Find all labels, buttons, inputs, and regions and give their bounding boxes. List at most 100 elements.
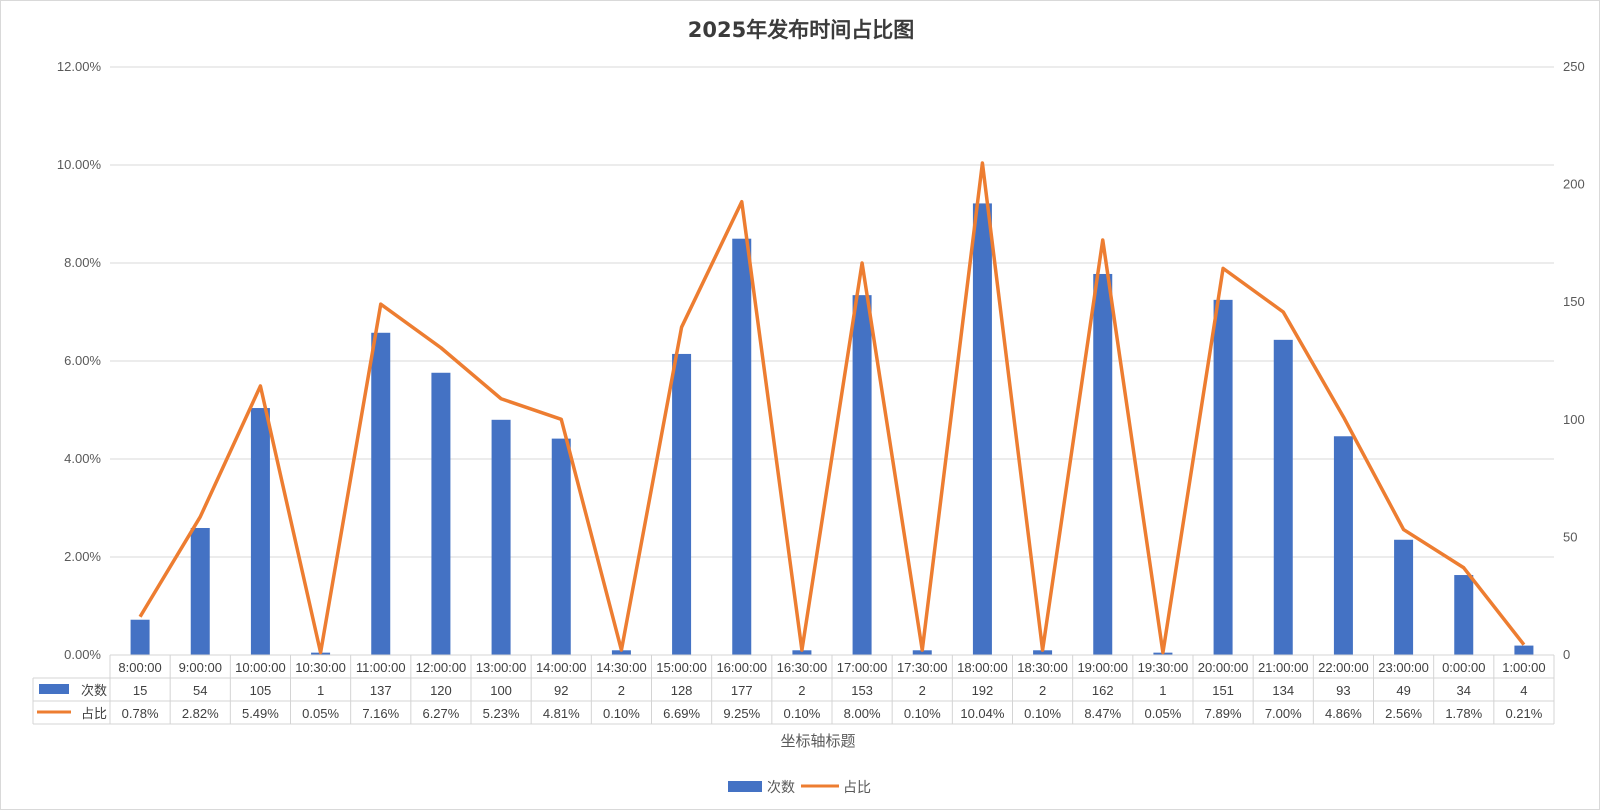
- y-right-tick-label: 50: [1563, 529, 1577, 544]
- line-data-label: 9.25%: [723, 706, 760, 721]
- bar-data-label: 92: [554, 683, 568, 698]
- chart-title: 2025年发布时间占比图: [688, 18, 914, 42]
- y-left-tick-label: 8.00%: [64, 255, 101, 270]
- bar: [973, 203, 992, 655]
- legend-label-ratio: 占比: [843, 780, 871, 796]
- bar: [251, 408, 270, 655]
- bar: [1214, 300, 1233, 655]
- bar-data-label: 2: [1039, 683, 1046, 698]
- line-series: [140, 163, 1524, 653]
- bar-data-label: 54: [193, 683, 207, 698]
- x-tick-label: 16:00:00: [716, 660, 767, 675]
- line-data-label: 4.81%: [543, 706, 580, 721]
- line-data-label: 0.05%: [302, 706, 339, 721]
- x-tick-label: 10:00:00: [235, 660, 286, 675]
- legend-label-count: 次数: [767, 780, 795, 796]
- x-tick-label: 20:00:00: [1198, 660, 1249, 675]
- data-table: 8:00:00150.78%9:00:00542.82%10:00:001055…: [33, 655, 1554, 724]
- line-data-label: 2.56%: [1385, 706, 1422, 721]
- bar-data-label: 100: [490, 683, 512, 698]
- line-data-label: 7.00%: [1265, 706, 1302, 721]
- bar-data-label: 2: [798, 683, 805, 698]
- y-axis-left: 0.00% 2.00% 4.00% 6.00% 8.00% 10.00% 12.00%: [57, 59, 102, 662]
- bar-data-label: 105: [250, 683, 272, 698]
- line-data-label: 0.10%: [904, 706, 941, 721]
- bar: [552, 439, 571, 655]
- bar-data-label: 137: [370, 683, 392, 698]
- bar: [1454, 575, 1473, 655]
- y-left-tick-label: 12.00%: [57, 59, 102, 74]
- bar-series: [131, 203, 1534, 655]
- line-data-label: 0.10%: [603, 706, 640, 721]
- bar: [672, 354, 691, 655]
- y-right-tick-label: 150: [1563, 294, 1585, 309]
- x-tick-label: 19:00:00: [1077, 660, 1128, 675]
- bar-data-label: 151: [1212, 683, 1234, 698]
- x-tick-label: 17:00:00: [837, 660, 888, 675]
- x-tick-label: 14:00:00: [536, 660, 587, 675]
- bar: [431, 373, 450, 655]
- bar: [191, 528, 210, 655]
- line-data-label: 5.49%: [242, 706, 279, 721]
- bar-data-label: 192: [972, 683, 994, 698]
- legend-swatch-bar: [728, 781, 762, 792]
- y-right-tick-label: 200: [1563, 177, 1585, 192]
- line-data-label: 6.69%: [663, 706, 700, 721]
- line-data-label: 0.10%: [1024, 706, 1061, 721]
- bar: [1394, 540, 1413, 655]
- x-tick-label: 9:00:00: [179, 660, 222, 675]
- x-tick-label: 17:30:00: [897, 660, 948, 675]
- bar-data-label: 4: [1520, 683, 1527, 698]
- line-data-label: 0.21%: [1505, 706, 1542, 721]
- x-tick-label: 13:00:00: [476, 660, 527, 675]
- y-left-tick-label: 6.00%: [64, 353, 101, 368]
- line-data-label: 7.16%: [362, 706, 399, 721]
- y-right-tick-label: 100: [1563, 412, 1585, 427]
- y-left-tick-label: 4.00%: [64, 451, 101, 466]
- line-path: [140, 163, 1524, 653]
- x-tick-label: 16:30:00: [777, 660, 828, 675]
- y-left-tick-label: 0.00%: [64, 647, 101, 662]
- bar: [371, 333, 390, 655]
- line-data-label: 4.86%: [1325, 706, 1362, 721]
- bar: [131, 620, 150, 655]
- bar-data-label: 34: [1457, 683, 1471, 698]
- x-tick-label: 1:00:00: [1502, 660, 1545, 675]
- x-tick-label: 15:00:00: [656, 660, 707, 675]
- line-data-label: 0.10%: [783, 706, 820, 721]
- line-data-label: 2.82%: [182, 706, 219, 721]
- line-data-label: 8.00%: [844, 706, 881, 721]
- bar: [1514, 646, 1533, 655]
- bar-data-label: 162: [1092, 683, 1114, 698]
- x-tick-label: 21:00:00: [1258, 660, 1309, 675]
- bar-data-label: 93: [1336, 683, 1350, 698]
- x-tick-label: 0:00:00: [1442, 660, 1485, 675]
- bar-data-label: 128: [671, 683, 693, 698]
- line-data-label: 0.78%: [122, 706, 159, 721]
- bar-data-label: 1: [317, 683, 324, 698]
- x-tick-label: 18:30:00: [1017, 660, 1068, 675]
- bar-legend-key: [39, 684, 69, 694]
- bar-data-label: 2: [919, 683, 926, 698]
- bar-data-label: 15: [133, 683, 147, 698]
- line-data-label: 5.23%: [483, 706, 520, 721]
- line-data-label: 8.47%: [1084, 706, 1121, 721]
- row-header-count: 次数: [81, 683, 107, 699]
- y-left-tick-label: 2.00%: [64, 549, 101, 564]
- row-header-ratio: 占比: [81, 707, 107, 722]
- x-tick-label: 19:30:00: [1138, 660, 1189, 675]
- x-tick-label: 10:30:00: [295, 660, 346, 675]
- x-tick-label: 18:00:00: [957, 660, 1008, 675]
- bar: [1274, 340, 1293, 655]
- y-left-tick-label: 10.00%: [57, 157, 102, 172]
- legend: 次数 占比: [728, 780, 871, 796]
- line-data-label: 1.78%: [1445, 706, 1482, 721]
- x-tick-label: 22:00:00: [1318, 660, 1369, 675]
- x-tick-label: 14:30:00: [596, 660, 647, 675]
- y-right-tick-label: 250: [1563, 59, 1585, 74]
- line-data-label: 0.05%: [1144, 706, 1181, 721]
- bar: [1334, 436, 1353, 655]
